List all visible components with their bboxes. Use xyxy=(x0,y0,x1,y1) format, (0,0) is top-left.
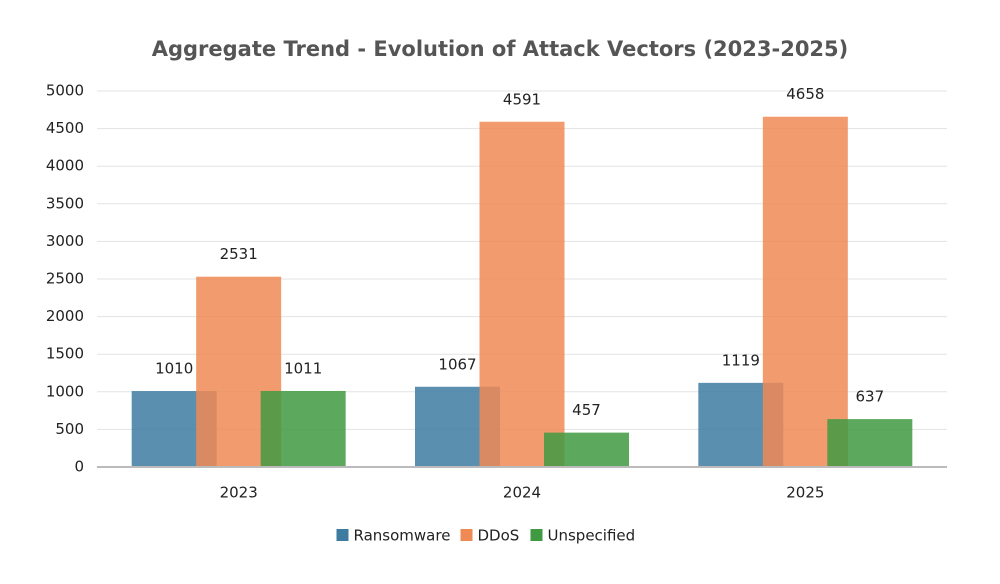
legend-swatch xyxy=(530,529,543,541)
y-tick-label: 4000 xyxy=(46,157,84,175)
y-tick-label: 4500 xyxy=(46,119,84,137)
bar xyxy=(260,390,346,467)
y-tick-label: 5000 xyxy=(46,82,84,100)
y-tick-label: 3500 xyxy=(46,194,84,212)
legend-label: Ransomware xyxy=(354,527,451,545)
x-tick-label: 2023 xyxy=(220,484,258,502)
legend-label: Unspecified xyxy=(548,527,636,545)
chart-title: Aggregate Trend - Evolution of Attack Ve… xyxy=(152,37,849,61)
data-label: 1119 xyxy=(722,351,760,369)
legend-swatch xyxy=(336,529,349,541)
y-tick-label: 2000 xyxy=(46,307,84,325)
legend-swatch xyxy=(460,529,473,541)
y-tick-label: 0 xyxy=(74,458,84,476)
data-label: 2531 xyxy=(220,245,258,263)
bar xyxy=(762,116,848,468)
data-label: 637 xyxy=(856,388,885,406)
y-tick-label: 1500 xyxy=(46,345,84,363)
data-label: 4658 xyxy=(786,85,824,103)
y-tick-label: 2500 xyxy=(46,270,84,288)
x-tick-label: 2025 xyxy=(786,484,824,502)
bar xyxy=(827,419,913,467)
data-label: 1011 xyxy=(284,359,322,377)
x-tick-label: 2024 xyxy=(503,484,541,502)
bar xyxy=(544,432,629,467)
data-label: 4591 xyxy=(503,90,541,108)
data-label: 1010 xyxy=(155,360,193,378)
y-tick-label: 500 xyxy=(55,420,84,438)
data-label: 457 xyxy=(572,401,601,419)
y-tick-label: 3000 xyxy=(46,232,84,250)
data-label: 1067 xyxy=(438,355,476,373)
y-tick-label: 1000 xyxy=(46,382,84,400)
legend-label: DDoS xyxy=(478,527,520,545)
bar xyxy=(479,121,565,467)
